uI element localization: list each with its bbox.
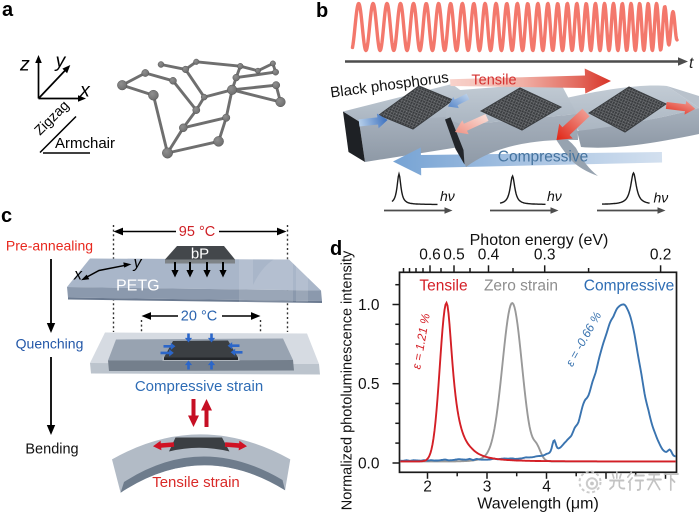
svg-text:z: z: [19, 54, 30, 76]
svg-text:Tensile strain: Tensile strain: [152, 474, 240, 491]
svg-text:0.2: 0.2: [650, 247, 672, 264]
svg-text:2: 2: [423, 479, 432, 496]
svg-text:x: x: [79, 80, 91, 102]
svg-text:20 °C: 20 °C: [181, 309, 217, 325]
svg-text:Compressive: Compressive: [498, 149, 588, 166]
svg-text:Photon energy (eV): Photon energy (eV): [470, 232, 609, 249]
svg-text:95 °C: 95 °C: [179, 224, 215, 240]
svg-text:Wavelength (μm): Wavelength (μm): [477, 496, 599, 513]
svg-text:Normalized photoluminescence i: Normalized photoluminescence intensity: [340, 250, 356, 510]
svg-text:Bending: Bending: [25, 442, 78, 458]
svg-text:d: d: [330, 238, 342, 260]
svg-text:y: y: [133, 255, 143, 272]
svg-text:Pre-annealing: Pre-annealing: [6, 238, 93, 254]
svg-text:0.0: 0.0: [358, 456, 380, 473]
svg-text:c: c: [1, 205, 12, 227]
svg-text:Compressive: Compressive: [584, 278, 674, 295]
svg-text:hν: hν: [547, 188, 562, 204]
svg-text:3: 3: [483, 479, 492, 496]
svg-text:0.6: 0.6: [419, 247, 441, 264]
svg-text:Compressive strain: Compressive strain: [135, 378, 263, 395]
svg-text:PETG: PETG: [116, 278, 160, 295]
svg-text:0.5: 0.5: [358, 376, 380, 393]
svg-text:Tensile: Tensile: [471, 73, 516, 89]
svg-text:x: x: [73, 267, 83, 284]
svg-text:Armchair: Armchair: [55, 135, 115, 152]
svg-text:1.0: 1.0: [358, 297, 380, 314]
svg-text:b: b: [316, 0, 328, 22]
svg-text:Zero strain: Zero strain: [484, 278, 558, 295]
svg-text:a: a: [2, 0, 14, 21]
svg-text:y: y: [54, 50, 67, 72]
svg-text:0.5: 0.5: [443, 247, 465, 264]
svg-text:hν: hν: [440, 188, 455, 204]
svg-text:4: 4: [542, 479, 551, 496]
svg-text:0.4: 0.4: [478, 247, 500, 264]
svg-text:0.3: 0.3: [534, 247, 556, 264]
svg-text:Quenching: Quenching: [16, 336, 84, 352]
svg-text:t: t: [689, 55, 694, 72]
svg-text:Tensile: Tensile: [419, 278, 467, 295]
svg-text:hν: hν: [654, 190, 669, 206]
svg-text:bP: bP: [191, 246, 209, 263]
